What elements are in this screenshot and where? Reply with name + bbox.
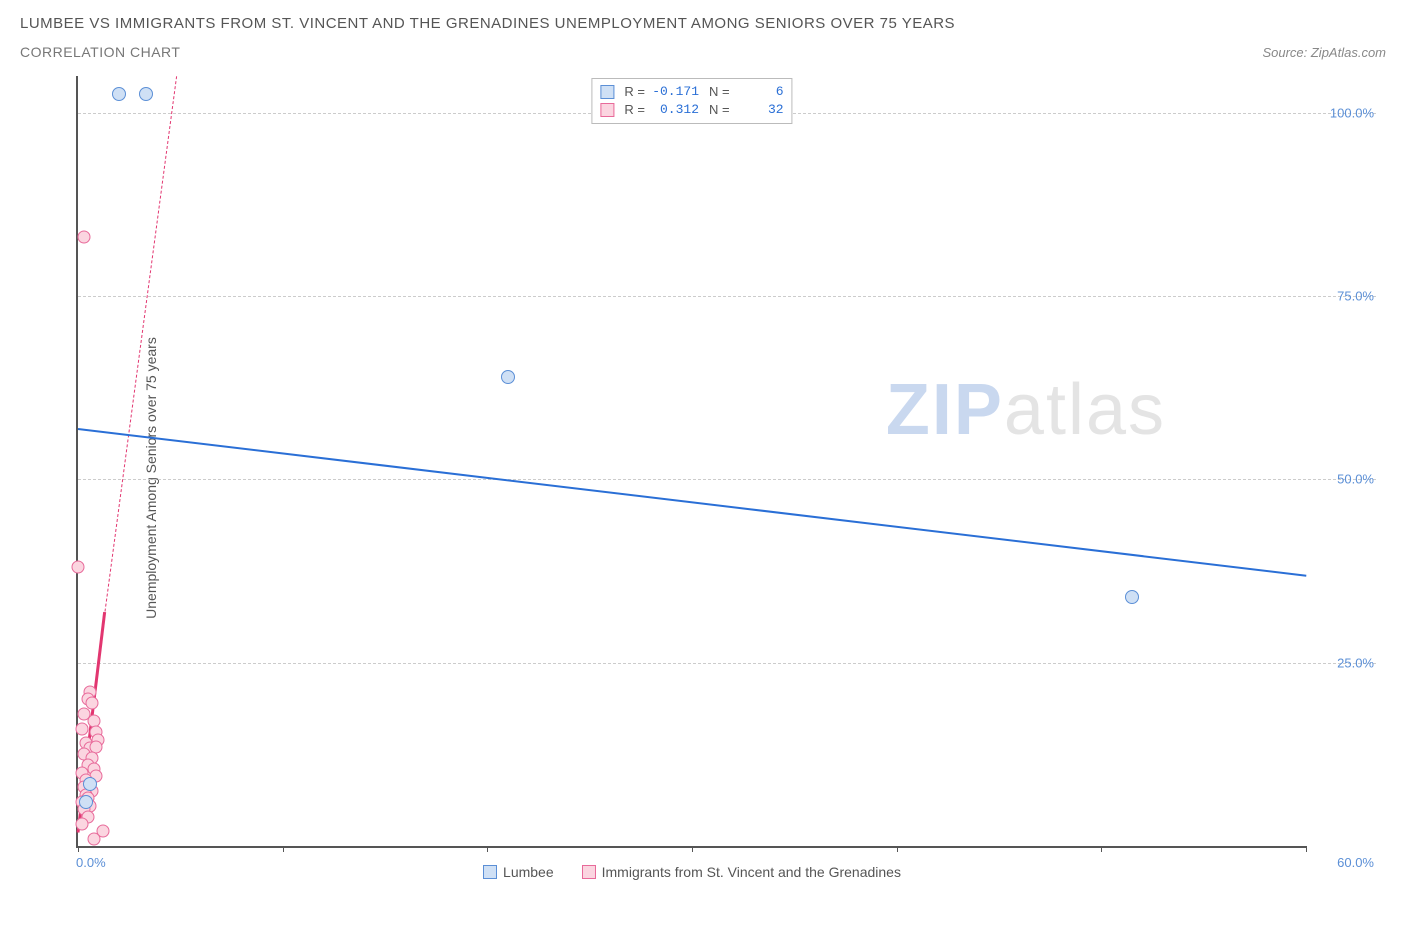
data-point-blue [79, 795, 93, 809]
n-value-blue: 6 [736, 83, 784, 101]
y-tick-label: 100.0% [1330, 105, 1374, 120]
data-point-blue [139, 87, 153, 101]
swatch-pink [582, 865, 596, 879]
legend-label-lumbee: Lumbee [503, 864, 554, 880]
chart-subtitle: CORRELATION CHART [20, 44, 180, 60]
data-point-pink [76, 722, 89, 735]
chart-container: Unemployment Among Seniors over 75 years… [20, 68, 1386, 888]
data-point-blue [112, 87, 126, 101]
data-point-pink [72, 561, 85, 574]
plot-area: ZIPatlas R = -0.171 N = 6 R = 0.312 N = … [76, 76, 1306, 848]
chart-title: LUMBEE VS IMMIGRANTS FROM ST. VINCENT AN… [20, 15, 1386, 32]
swatch-blue [483, 865, 497, 879]
x-tick [1101, 846, 1102, 852]
gridline [78, 296, 1376, 297]
y-tick-label: 75.0% [1337, 289, 1374, 304]
data-point-pink [78, 231, 91, 244]
x-tick [692, 846, 693, 852]
x-tick [897, 846, 898, 852]
r-value-blue: -0.171 [651, 83, 699, 101]
data-point-pink [88, 832, 101, 845]
data-point-blue [1125, 590, 1139, 604]
x-tick [78, 846, 79, 852]
legend-item-immigrants: Immigrants from St. Vincent and the Gren… [582, 864, 901, 880]
data-point-pink [76, 818, 89, 831]
swatch-pink [600, 103, 614, 117]
data-point-pink [86, 697, 99, 710]
n-label: N = [709, 83, 730, 101]
legend-row-pink: R = 0.312 N = 32 [600, 101, 783, 119]
r-label: R = [624, 83, 645, 101]
x-tick [283, 846, 284, 852]
r-label: R = [624, 101, 645, 119]
r-value-pink: 0.312 [651, 101, 699, 119]
x-tick-label: 0.0% [76, 855, 106, 870]
n-label: N = [709, 101, 730, 119]
y-tick-label: 50.0% [1337, 472, 1374, 487]
watermark-zip: ZIP [886, 370, 1004, 450]
n-value-pink: 32 [736, 101, 784, 119]
correlation-legend: R = -0.171 N = 6 R = 0.312 N = 32 [591, 78, 792, 124]
x-tick [1306, 846, 1307, 852]
subtitle-row: CORRELATION CHART Source: ZipAtlas.com [20, 44, 1386, 60]
x-tick [487, 846, 488, 852]
watermark: ZIPatlas [886, 369, 1166, 451]
gridline [78, 663, 1376, 664]
trend-line [104, 76, 177, 611]
watermark-atlas: atlas [1004, 370, 1166, 450]
gridline [78, 479, 1376, 480]
legend-label-immigrants: Immigrants from St. Vincent and the Gren… [602, 864, 901, 880]
y-tick-label: 25.0% [1337, 655, 1374, 670]
trend-line [78, 428, 1306, 577]
x-tick-label: 60.0% [1337, 855, 1374, 870]
legend-row-blue: R = -0.171 N = 6 [600, 83, 783, 101]
data-point-blue [83, 777, 97, 791]
legend-item-lumbee: Lumbee [483, 864, 554, 880]
swatch-blue [600, 85, 614, 99]
data-point-blue [501, 370, 515, 384]
series-legend: Lumbee Immigrants from St. Vincent and t… [78, 864, 1306, 880]
source-label: Source: ZipAtlas.com [1262, 45, 1386, 60]
